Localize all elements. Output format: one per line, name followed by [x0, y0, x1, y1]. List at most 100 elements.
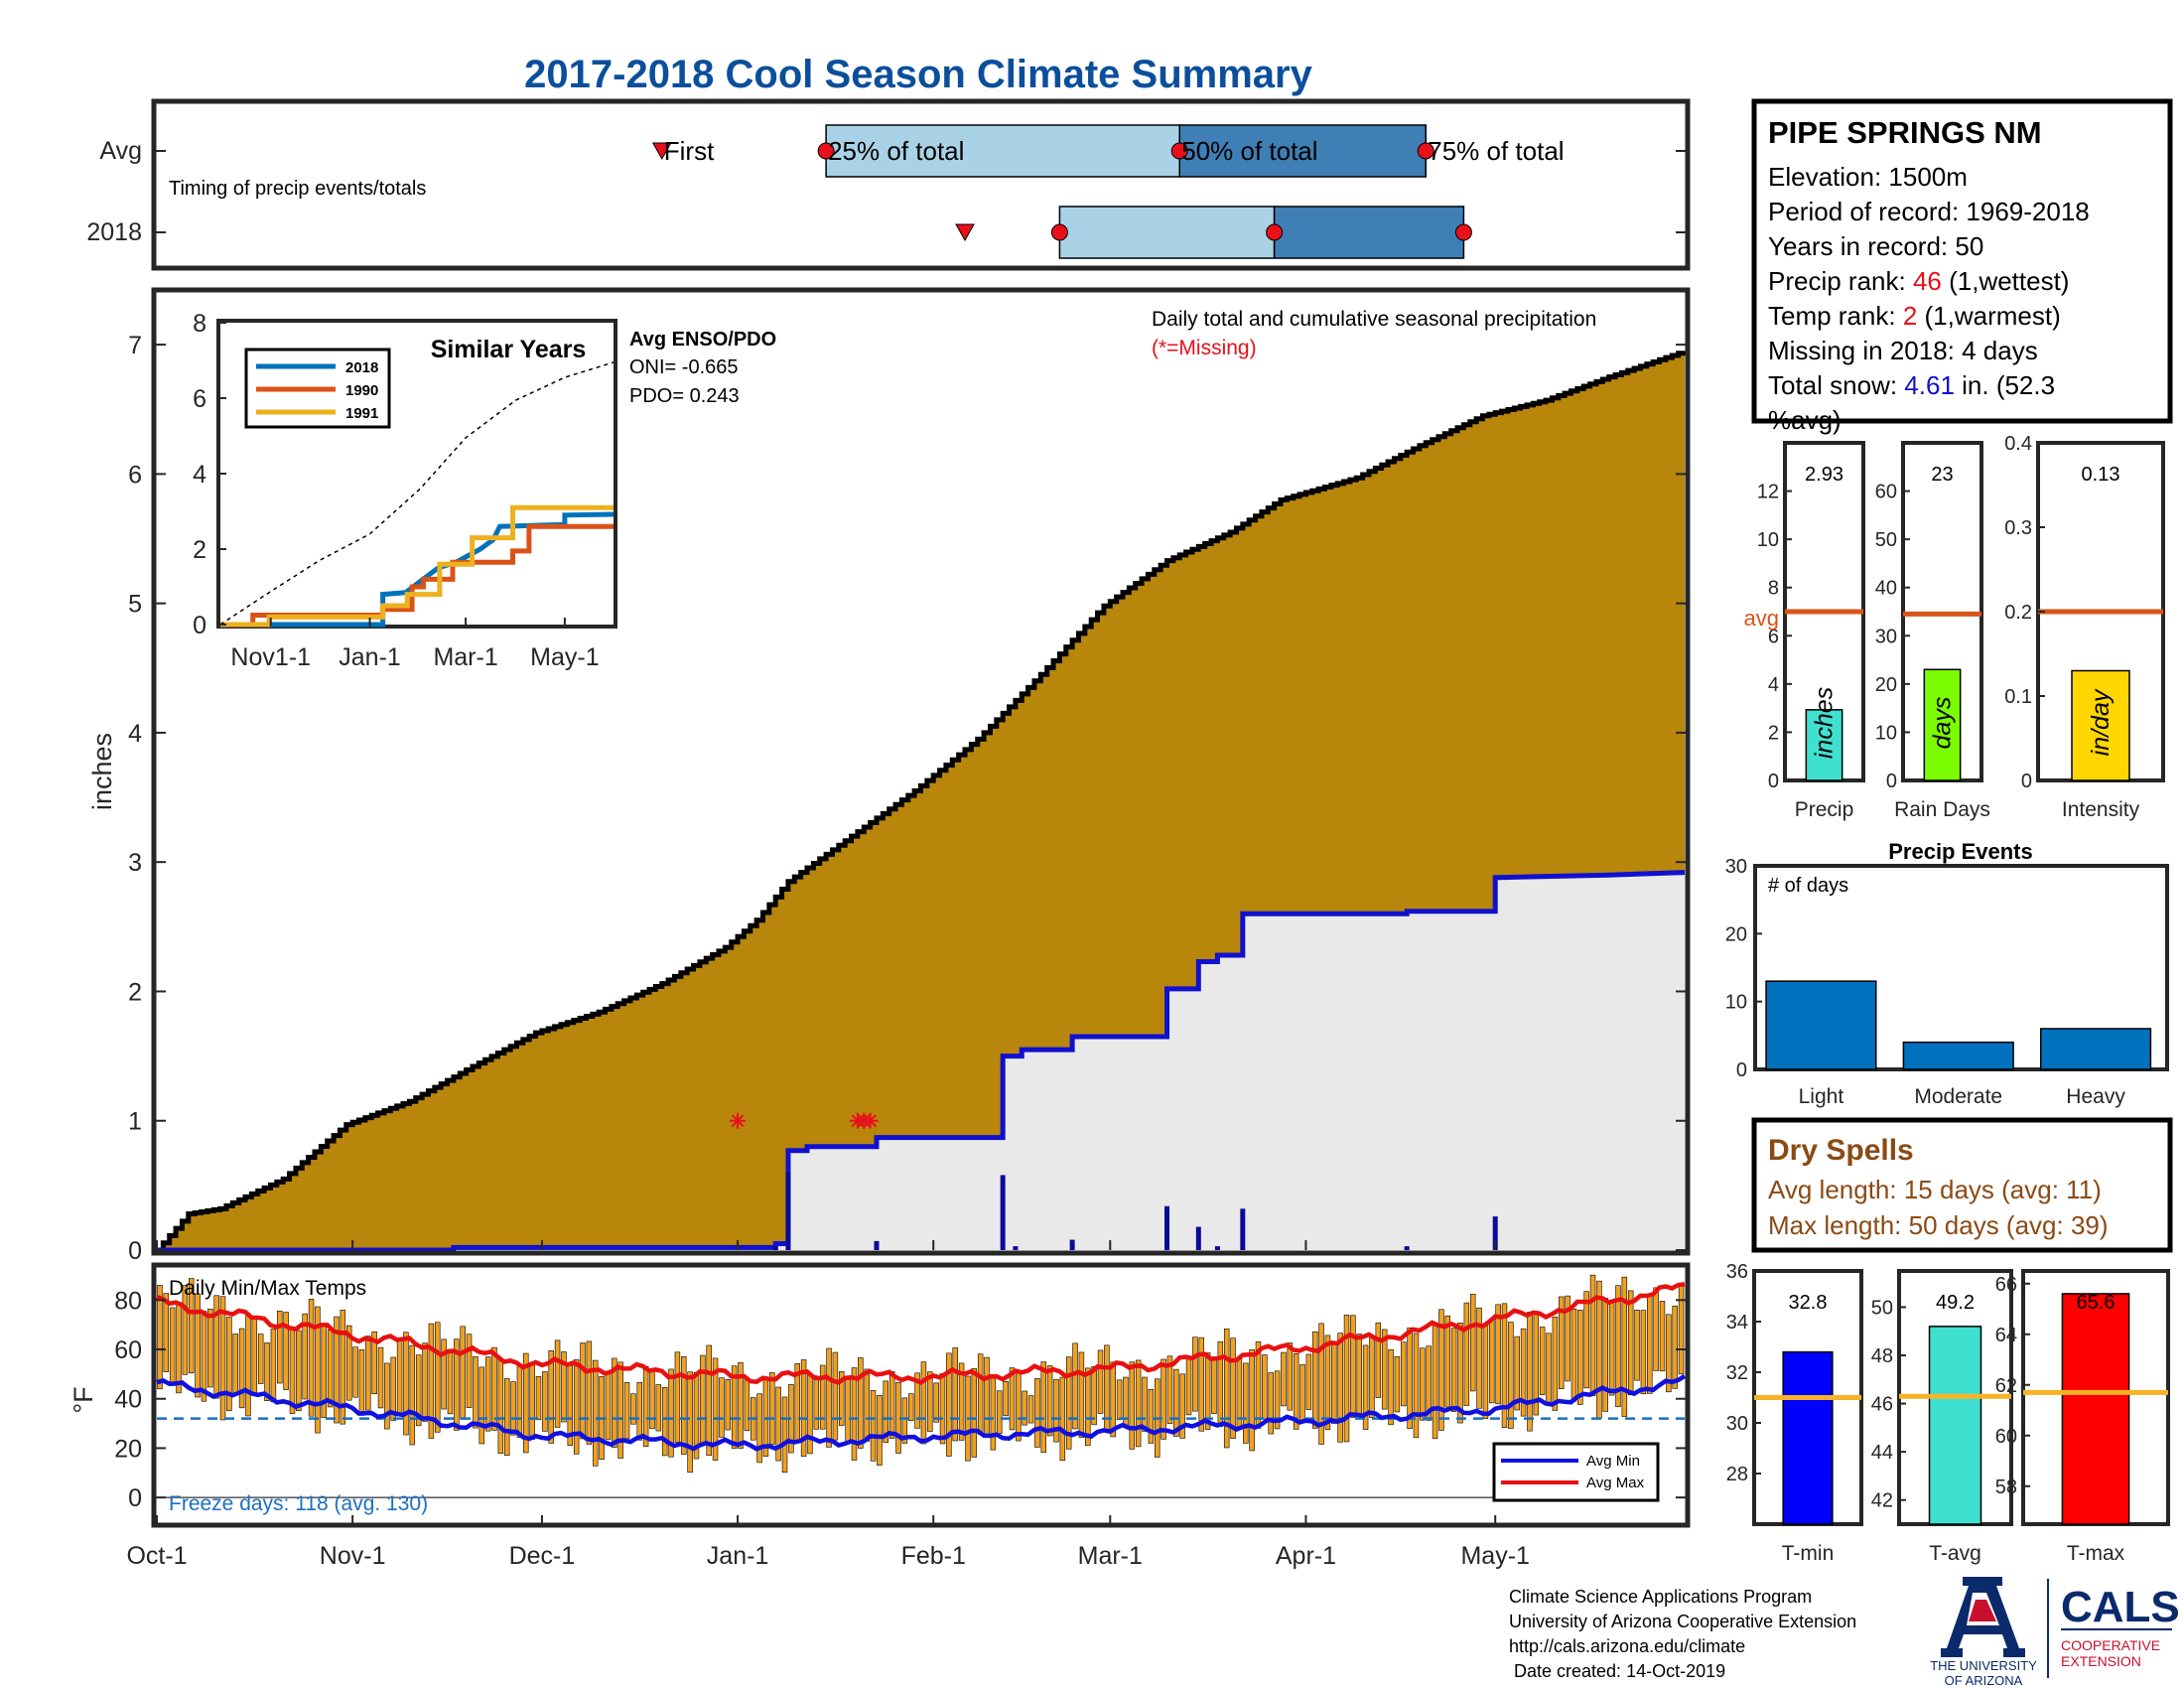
precip-event-bar [2039, 1028, 2152, 1070]
summary-category-label: Intensity [2062, 798, 2140, 821]
precip-summary-bars: 0 2 4 6 8 10 12 2.93 Precip inches avg 0 10 20 30 40 50 6… [1744, 433, 2165, 821]
summary-category-label: Rain Days [1894, 798, 1990, 821]
temps-ytick-label: 60 [114, 1336, 142, 1364]
summary-unit-label: days [1929, 697, 1957, 750]
inset-xtick-label: Mar-1 [433, 643, 497, 671]
summary-ytick-label: 60 [1995, 1426, 2017, 1448]
summary-ytick-label: 4 [1768, 674, 1779, 696]
temps-ytick-label: 20 [114, 1435, 142, 1463]
precip-events-chart: Precip Events # of days Light Moderate Hea… [1725, 839, 2169, 1108]
timing-box-50-75 [1273, 206, 1465, 259]
timing-percentile-marker [1266, 223, 1284, 241]
dry-spells-max: Max length: 50 days (avg: 39) [1768, 1210, 2109, 1240]
summary-ytick-label: 0.1 [2004, 686, 2032, 708]
ua-logo-a-mark [1941, 1577, 2025, 1657]
station-elevation: Elevation: 1500m [1768, 162, 1968, 192]
temp-summary-bars: 28 30 32 34 36 32.8 T-min 42 44 46 48 50 49.2 T-avg 58… [1726, 1261, 2170, 1565]
temps-ytick-label: 0 [128, 1484, 142, 1512]
footer: Climate Science Applications Program Uni… [1509, 1577, 2180, 1688]
summary-bar [1805, 709, 1843, 781]
summary-ytick-label: 36 [1726, 1261, 1748, 1283]
station-snow: Total snow: 4.61 in. (52.3 [1768, 370, 2055, 400]
missing-day-marker [862, 1112, 879, 1129]
station-precip-rank: Precip rank: 46 (1,wettest) [1768, 266, 2069, 296]
summary-category-label: T-max [2067, 1542, 2125, 1565]
timing-percentile-marker [1050, 223, 1068, 241]
ua-logo-line2: OF ARIZONA [1945, 1673, 2023, 1688]
timing-first-last-marker [651, 142, 672, 161]
summary-ytick-label: 0 [2021, 771, 2032, 792]
precip-event-bar [1902, 1041, 2014, 1070]
station-temp-rank: Temp rank: 2 (1,warmest) [1768, 301, 2061, 331]
summary-ytick-label: 60 [1875, 482, 1897, 503]
inset-ytick-label: 8 [193, 310, 206, 338]
summary-panel-t-min: 28 30 32 34 36 32.8 T-min [1726, 1261, 1863, 1565]
main-ytick-label: 5 [128, 591, 142, 619]
inset-title: Similar Years [431, 336, 587, 363]
summary-panel-intensity: 0 0.1 0.2 0.3 0.4 0.13 Intensity in/day [2004, 433, 2165, 821]
precip-event-category: Moderate [1914, 1085, 2002, 1108]
cals-logo-text: CALS [2061, 1583, 2180, 1631]
inset-ytick-label: 6 [193, 385, 206, 413]
similar-years-inset: Similar Years 2018 1990 1991 0 2 4 6 8 Nov1-1 Ja… [193, 310, 776, 671]
inset-xtick-label: Jan-1 [339, 643, 401, 671]
cumulative-2018-area [157, 872, 1685, 1250]
main-ytick-label: 1 [128, 1108, 142, 1136]
summary-ytick-label: 0.2 [2004, 602, 2032, 624]
timing-percentile-marker [1454, 223, 1472, 241]
station-years: Years in record: 50 [1768, 231, 1983, 261]
date-xtick-label: Jan-1 [707, 1542, 769, 1570]
summary-ytick-label: 58 [1995, 1477, 2017, 1498]
summary-ytick-label: 66 [1995, 1274, 2017, 1296]
station-snow-pct: %avg) [1768, 405, 1842, 435]
summary-ytick-label: 2 [1768, 722, 1779, 744]
inset-xtick-label: May-1 [530, 643, 599, 671]
summary-ytick-label: 48 [1871, 1345, 1893, 1367]
date-xtick-label: Apr-1 [1276, 1542, 1336, 1570]
summary-ytick-label: 20 [1875, 674, 1897, 696]
precip-events-ylabel: # of days [1768, 875, 1848, 897]
date-xtick-label: Mar-1 [1078, 1542, 1143, 1570]
summary-ytick-label: 30 [1875, 626, 1897, 647]
enso-pdo: PDO= 0.243 [629, 385, 740, 407]
summary-bar [1928, 1326, 1982, 1525]
summary-ytick-label: 0 [1768, 771, 1779, 792]
daily-precip-bar [1164, 1205, 1170, 1250]
summary-ytick-label: 0.4 [2004, 433, 2032, 455]
temps-chart-frame [151, 1262, 1691, 1528]
timing-marker-label: 25% of total [828, 136, 964, 166]
timing-marker-label: 75% of total [1428, 136, 1564, 166]
precip-event-ytick: 20 [1725, 923, 1747, 945]
summary-category-label: Precip [1795, 798, 1854, 821]
summary-ytick-label: 10 [1875, 722, 1897, 744]
summary-ytick-label: 34 [1726, 1312, 1748, 1334]
daily-temps-chart: Daily Min/Max Temps °F Freeze days: 118 … [68, 1262, 1691, 1570]
inset-ytick-label: 2 [193, 536, 206, 564]
precip-event-category: Heavy [2066, 1085, 2125, 1108]
footer-line-4: Date created: 14-Oct-2019 [1509, 1661, 1725, 1681]
main-ylabel: inches [87, 733, 117, 810]
precip-event-ytick: 0 [1736, 1059, 1747, 1081]
temps-legend-label: Avg Max [1586, 1475, 1645, 1491]
daily-precip-bar [772, 1246, 778, 1250]
enso-title: Avg ENSO/PDO [629, 329, 776, 351]
cals-logo-sub1: COOPERATIVE [2061, 1637, 2160, 1653]
station-info-box: PIPE SPRINGS NM Elevation: 1500m Period … [1751, 98, 2173, 435]
ua-logo-line1: THE UNIVERSITY [1930, 1658, 2037, 1673]
inset-legend-label: 1990 [345, 382, 378, 399]
main-ytick-label: 6 [128, 461, 142, 489]
temps-ylabel: °F [68, 1386, 98, 1413]
footer-line-1: Climate Science Applications Program [1509, 1587, 1812, 1607]
temps-legend-label: Avg Min [1586, 1453, 1640, 1470]
ua-logo: THE UNIVERSITY OF ARIZONA [1930, 1577, 2037, 1688]
daily-precip-bar [1069, 1239, 1075, 1250]
summary-ytick-label: 6 [1768, 626, 1779, 647]
timing-box-50-75 [1178, 124, 1428, 178]
summary-ytick-label: 28 [1726, 1464, 1748, 1485]
station-name: PIPE SPRINGS NM [1768, 115, 2042, 150]
main-missing-note: (*=Missing) [1152, 337, 1257, 359]
dry-spells-avg: Avg length: 15 days (avg: 11) [1768, 1175, 2102, 1204]
timing-panel: Avg 2018 Timing of precip events/totals … [86, 98, 2052, 271]
avg-max-line [156, 1282, 1686, 1386]
